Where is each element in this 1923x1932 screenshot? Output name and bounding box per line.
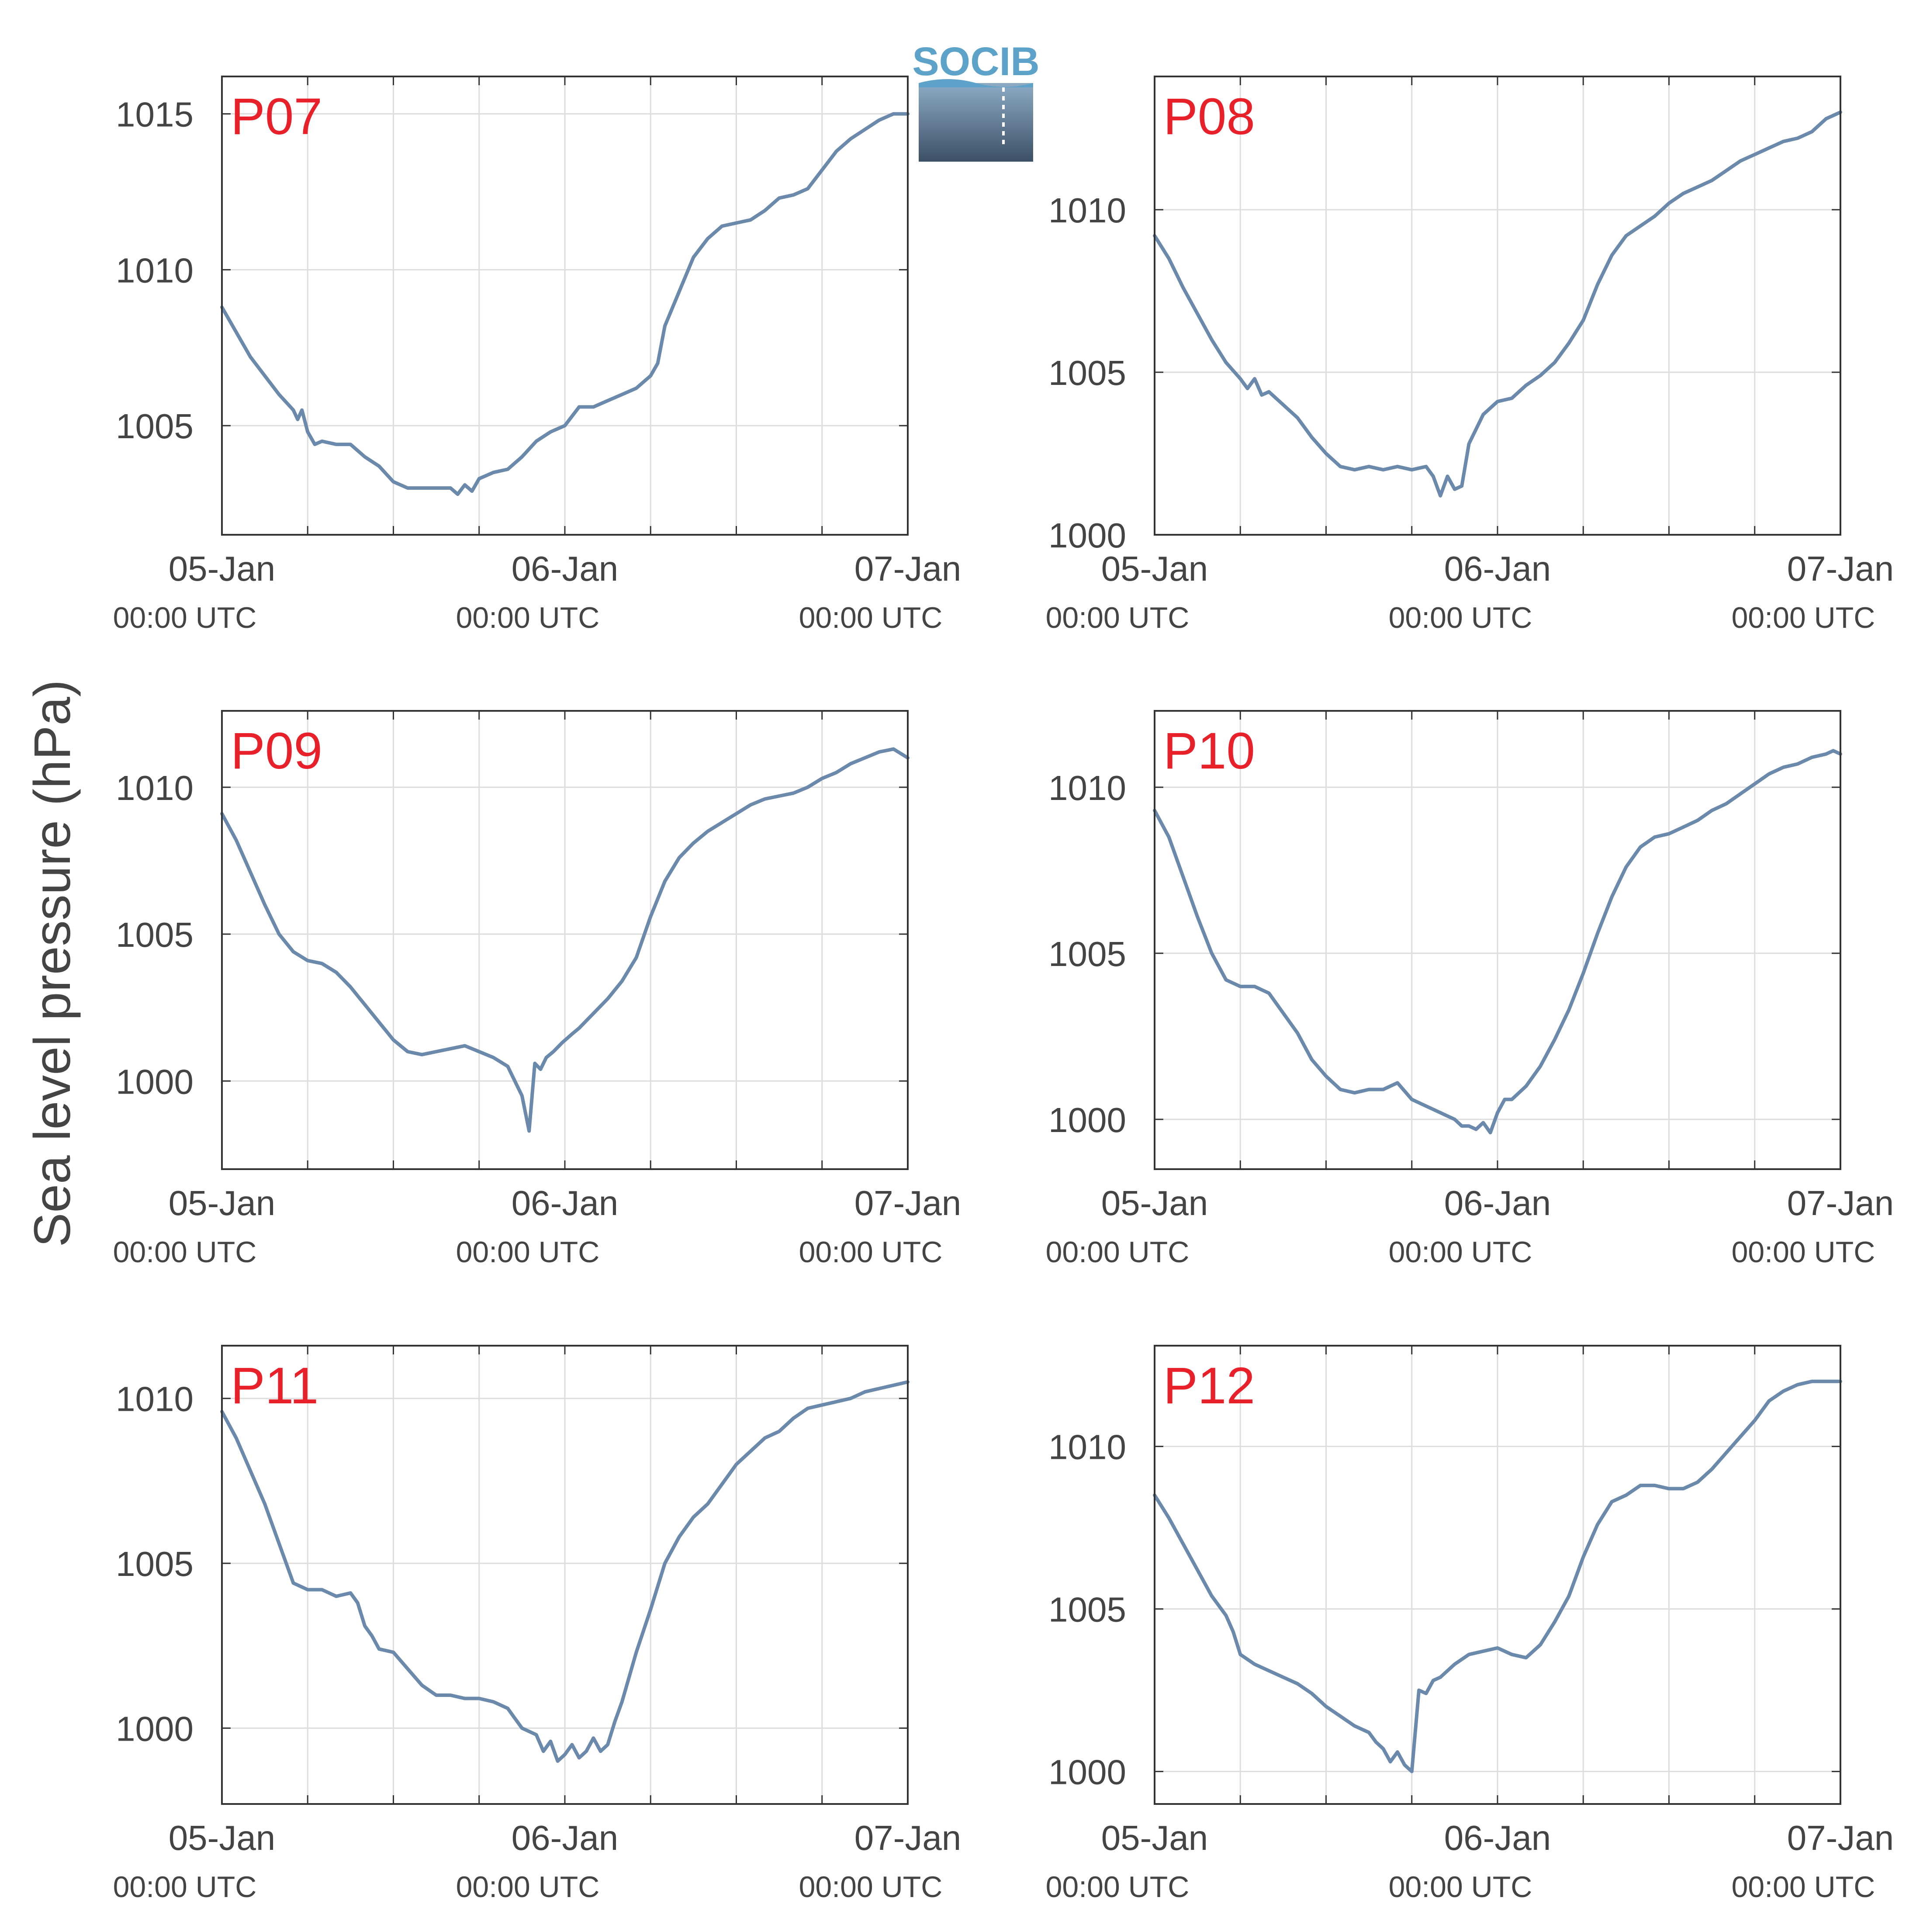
y-tick-label: 1005 <box>116 1544 194 1583</box>
x-tick-label: 05-Jan <box>1101 1818 1208 1857</box>
x-tick-sublabel: 00:00 UTC <box>1389 1236 1532 1269</box>
x-tick-label: 06-Jan <box>512 549 619 588</box>
x-tick-sublabel: 00:00 UTC <box>456 1870 600 1904</box>
panel-label: P07 <box>231 88 322 145</box>
x-tick-sublabel: 00:00 UTC <box>799 601 943 634</box>
x-tick-label: 07-Jan <box>1787 1184 1894 1222</box>
panel-label: P08 <box>1163 88 1255 145</box>
y-tick-label: 1010 <box>116 251 194 290</box>
x-tick-sublabel: 00:00 UTC <box>1389 601 1532 634</box>
panel-label: P11 <box>231 1357 318 1415</box>
y-tick-label: 1000 <box>1048 1101 1126 1139</box>
x-tick-label: 05-Jan <box>1101 1184 1208 1222</box>
logo-wave <box>919 79 1033 87</box>
series-line <box>1153 110 1842 498</box>
x-tick-sublabel: 00:00 UTC <box>113 601 257 634</box>
x-tick-label: 07-Jan <box>854 549 962 588</box>
y-tick-label: 1005 <box>1048 353 1126 392</box>
y-tick-label: 1010 <box>116 769 194 807</box>
x-tick-label: 07-Jan <box>1787 549 1894 588</box>
panel-label: P12 <box>1163 1357 1255 1415</box>
x-tick-sublabel: 00:00 UTC <box>113 1236 257 1269</box>
plot-frame <box>221 710 909 1170</box>
panel-label: P10 <box>1163 722 1255 780</box>
panel-p07: 1005 1010 1015 05-Jan 00:00 UTC 06-Jan 00:00 U… <box>113 76 962 634</box>
x-tick-sublabel: 00:00 UTC <box>1046 1236 1190 1269</box>
y-tick-label: 1010 <box>116 1380 194 1419</box>
panel-p09: 1000 1005 1010 05-Jan 00:00 UTC 06-Jan 00:00 U… <box>113 710 962 1269</box>
x-tick-label: 07-Jan <box>854 1818 962 1857</box>
panel-p08: 1000 1005 1010 05-Jan 00:00 UTC 06-Jan 00:00 U… <box>1046 76 1894 634</box>
x-tick-sublabel: 00:00 UTC <box>456 1236 600 1269</box>
logo-block <box>919 83 1033 162</box>
y-axis-label: Sea level pressure (hPa) <box>24 680 81 1247</box>
plot-frame <box>221 1345 909 1805</box>
panel-p12: 1000 1005 1010 05-Jan 00:00 UTC 06-Jan 00:00 U… <box>1046 1345 1894 1904</box>
y-tick-label: 1000 <box>116 1062 194 1101</box>
y-tick-label: 1015 <box>116 95 194 134</box>
x-tick-label: 05-Jan <box>1101 549 1208 588</box>
series-line <box>220 112 910 496</box>
y-tick-label: 1005 <box>1048 1590 1126 1629</box>
x-tick-sublabel: 00:00 UTC <box>1046 1870 1190 1904</box>
y-tick-label: 1000 <box>1048 516 1126 555</box>
plot-frame <box>1154 1345 1841 1805</box>
x-tick-label: 06-Jan <box>1444 1818 1551 1857</box>
y-tick-label: 1005 <box>116 407 194 446</box>
x-tick-sublabel: 00:00 UTC <box>799 1870 943 1904</box>
plot-frame <box>1154 76 1841 536</box>
socib-logo: SOCIB <box>912 39 1040 162</box>
panel-p11: 1000 1005 1010 05-Jan 00:00 UTC 06-Jan 00:00 U… <box>113 1345 962 1904</box>
y-tick-label: 1005 <box>116 915 194 954</box>
x-tick-label: 06-Jan <box>512 1818 619 1857</box>
y-tick-label: 1000 <box>1048 1753 1126 1792</box>
x-tick-sublabel: 00:00 UTC <box>1389 1870 1532 1904</box>
x-tick-sublabel: 00:00 UTC <box>1732 1870 1875 1904</box>
x-tick-sublabel: 00:00 UTC <box>113 1870 257 1904</box>
x-tick-label: 05-Jan <box>169 1184 276 1222</box>
series-line <box>220 1380 910 1763</box>
x-tick-label: 05-Jan <box>169 1818 276 1857</box>
x-tick-sublabel: 00:00 UTC <box>799 1236 943 1269</box>
y-tick-label: 1010 <box>1048 191 1126 230</box>
plot-frame <box>221 76 909 536</box>
x-tick-sublabel: 00:00 UTC <box>1732 1236 1875 1269</box>
x-tick-label: 06-Jan <box>1444 549 1551 588</box>
panel-p10: 1000 1005 1010 05-Jan 00:00 UTC 06-Jan 00:00 U… <box>1046 710 1894 1269</box>
y-tick-label: 1005 <box>1048 935 1126 973</box>
plot-frame <box>1154 710 1841 1170</box>
series-line <box>1153 1379 1842 1773</box>
y-tick-label: 1010 <box>1048 769 1126 807</box>
series-line <box>1153 749 1842 1135</box>
logo-text: SOCIB <box>912 39 1039 84</box>
panel-label: P09 <box>231 722 322 780</box>
x-tick-label: 06-Jan <box>1444 1184 1551 1222</box>
x-tick-label: 07-Jan <box>1787 1818 1894 1857</box>
x-tick-sublabel: 00:00 UTC <box>1732 601 1875 634</box>
x-tick-label: 06-Jan <box>512 1184 619 1222</box>
x-tick-sublabel: 00:00 UTC <box>456 601 600 634</box>
x-tick-label: 07-Jan <box>854 1184 962 1222</box>
y-tick-label: 1010 <box>1048 1428 1126 1467</box>
series-line <box>220 747 910 1133</box>
x-tick-sublabel: 00:00 UTC <box>1046 601 1190 634</box>
y-tick-label: 1000 <box>116 1709 194 1748</box>
x-tick-label: 05-Jan <box>169 549 276 588</box>
